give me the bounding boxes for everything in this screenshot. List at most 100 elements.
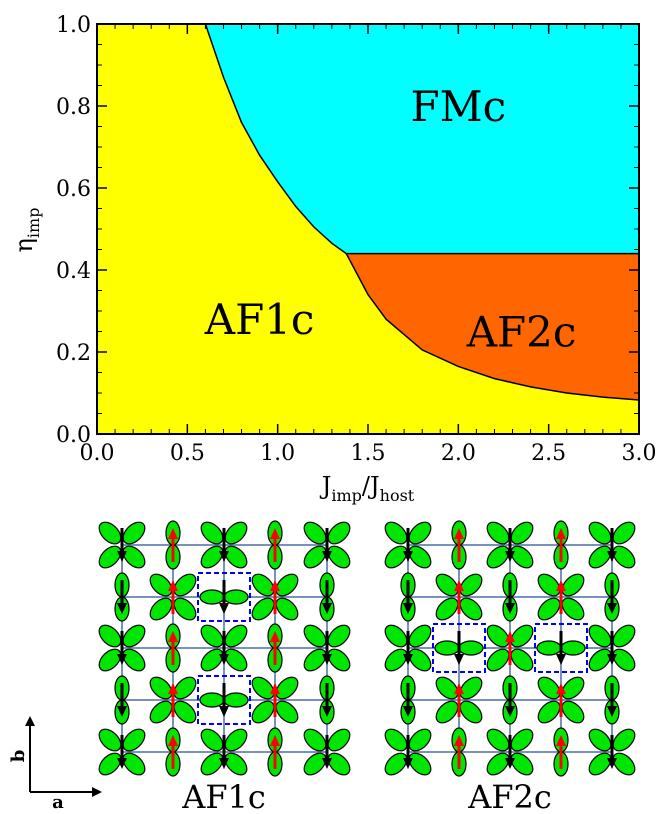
region-af2c <box>346 253 639 400</box>
region-label-fmc: FMc <box>410 82 506 131</box>
arrow-head <box>556 735 566 746</box>
arrow-head <box>219 758 229 769</box>
orbital-lobe <box>510 648 534 672</box>
orbital-lobe <box>384 728 408 752</box>
phase-diagram-plot: FMc AF1c AF2c 0.0 0.5 1.0 1.5 2.0 2.5 3.0 0.00… <box>10 13 657 505</box>
orbital-lobe <box>510 624 534 648</box>
arrow-head <box>270 683 280 694</box>
orbital-lobe <box>199 589 225 605</box>
orbital-lobe <box>327 752 351 776</box>
orbital-lobe <box>537 700 561 724</box>
orbital-lobe <box>408 521 432 545</box>
orbital-lobe <box>224 648 248 672</box>
orbital-lobe <box>200 728 224 752</box>
arrow-head <box>556 654 566 665</box>
arrow-head <box>556 528 566 539</box>
orbital-lobe <box>275 597 299 621</box>
orbital-lobe <box>223 589 249 605</box>
orbital-lobe <box>200 752 224 776</box>
orbital-lobe <box>612 728 636 752</box>
orbital-lobe <box>612 752 636 776</box>
orbital-lobe <box>384 521 408 545</box>
orbital-lobe <box>537 597 561 621</box>
arrow-head <box>322 706 332 717</box>
orbital-lobe <box>98 545 122 569</box>
impurity-box <box>197 675 251 725</box>
arrow-head <box>403 758 413 769</box>
orbital-lobe <box>561 676 585 700</box>
arrow-head <box>607 551 617 562</box>
arrow-head <box>505 758 515 769</box>
orbital-lobe <box>486 521 510 545</box>
orbital-lobe <box>327 648 351 672</box>
impurity-box <box>432 623 486 673</box>
a-axis-label: a <box>52 792 64 813</box>
orbital-lobe <box>224 624 248 648</box>
orbital-lobe <box>408 752 432 776</box>
impurity-box <box>534 623 588 673</box>
x-tick-label: 1.0 <box>260 441 295 466</box>
arrow-head <box>454 654 464 665</box>
orbital-lobe <box>327 624 351 648</box>
orbital-lobe <box>560 640 586 656</box>
lattice-axes: b a <box>8 716 102 813</box>
arrow-head <box>117 603 127 614</box>
orbital-lobe <box>537 573 561 597</box>
orbital-lobe <box>612 521 636 545</box>
orbital-lobe <box>537 676 561 700</box>
orbital-lobe <box>149 573 173 597</box>
orbital-lobe <box>327 545 351 569</box>
arrow-head <box>403 551 413 562</box>
arrow-head <box>505 631 515 642</box>
orbital-lobe <box>384 624 408 648</box>
arrow-head <box>270 580 280 591</box>
arrow-head <box>168 683 178 694</box>
y-axis-title: ηimp <box>10 208 43 253</box>
orbital-lobe <box>486 648 510 672</box>
orbital-lobe <box>435 573 459 597</box>
arrow-head <box>322 758 332 769</box>
orbital-lobe <box>303 545 327 569</box>
orbital-lobe <box>588 624 612 648</box>
orbital-lobe <box>434 640 460 656</box>
arrow-head <box>556 683 566 694</box>
orbital-lobe <box>303 648 327 672</box>
arrow-head <box>117 654 127 665</box>
arrow-head <box>168 735 178 746</box>
y-tick-label: 0.8 <box>56 95 91 120</box>
arrow-head <box>454 528 464 539</box>
b-axis-label: b <box>8 750 29 763</box>
plot-frame <box>96 23 640 435</box>
orbital-lobe <box>408 648 432 672</box>
orbital-lobe <box>459 597 483 621</box>
orbital-lobe <box>536 640 562 656</box>
orbital-lobe <box>200 648 224 672</box>
x-tick-labels: 0.0 0.5 1.0 1.5 2.0 2.5 3.0 <box>80 441 657 466</box>
orbital-lobe <box>384 752 408 776</box>
y-tick-label: 1.0 <box>56 13 91 38</box>
orbital-lobe <box>561 573 585 597</box>
arrow-head <box>219 654 229 665</box>
orbital-lobe <box>251 597 275 621</box>
arrow-head <box>270 735 280 746</box>
orbital-lobe <box>435 597 459 621</box>
region-label-af1c: AF1c <box>204 295 315 344</box>
af1c-caption: AF1c <box>181 778 266 814</box>
x-tick-label: 2.5 <box>531 441 566 466</box>
orbital-lobe <box>612 624 636 648</box>
orbital-lobe <box>122 521 146 545</box>
arrow-head <box>219 706 229 717</box>
orbital-lobe <box>384 545 408 569</box>
arrow-head <box>505 706 515 717</box>
orbital-lobe <box>98 648 122 672</box>
arrow-head <box>270 631 280 642</box>
orbital-lobe <box>384 648 408 672</box>
arrow-head <box>322 603 332 614</box>
orbital-lobe <box>122 624 146 648</box>
orbital-lobe <box>275 573 299 597</box>
orbital-lobe <box>251 676 275 700</box>
orbital-lobe <box>275 700 299 724</box>
orbital-lobe <box>303 752 327 776</box>
orbital-lobe <box>327 521 351 545</box>
x-tick-label: 0.0 <box>80 441 115 466</box>
